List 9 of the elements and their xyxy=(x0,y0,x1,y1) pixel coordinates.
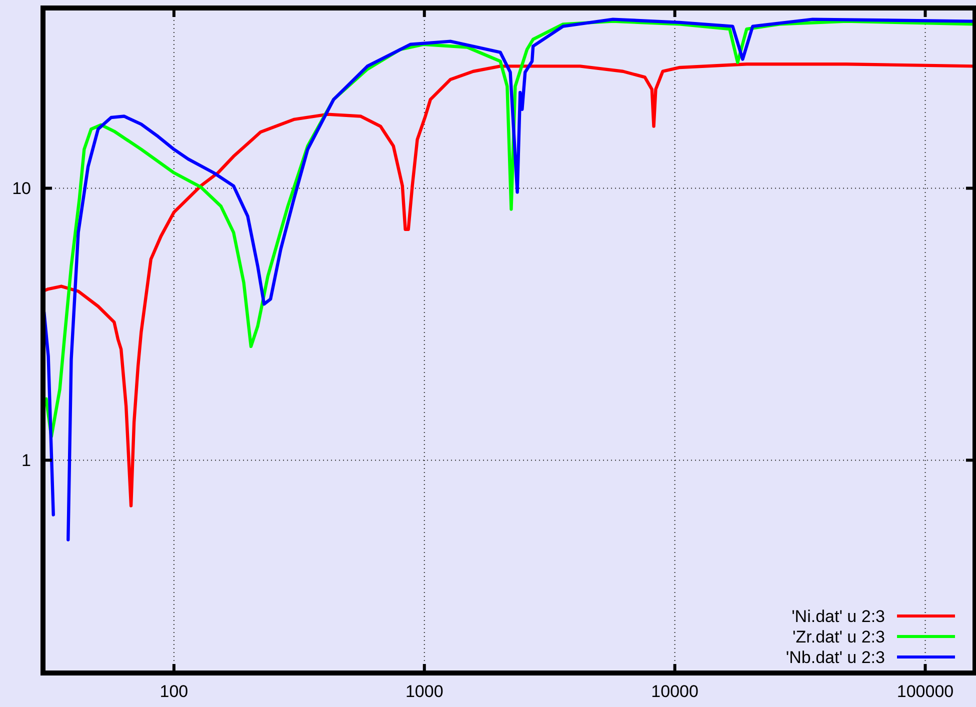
x-tick-label: 100 xyxy=(160,682,188,701)
x-tick-label: 10000 xyxy=(651,682,698,701)
legend-label: 'Nb.dat' u 2:3 xyxy=(786,648,885,667)
y-tick-label: 10 xyxy=(12,179,31,198)
legend-label: 'Zr.dat' u 2:3 xyxy=(792,628,885,646)
legend-label: 'Ni.dat' u 2:3 xyxy=(792,607,885,626)
x-tick-label: 100000 xyxy=(896,682,954,701)
y-tick-label: 1 xyxy=(22,451,31,470)
x-tick-label: 1000 xyxy=(405,682,444,701)
